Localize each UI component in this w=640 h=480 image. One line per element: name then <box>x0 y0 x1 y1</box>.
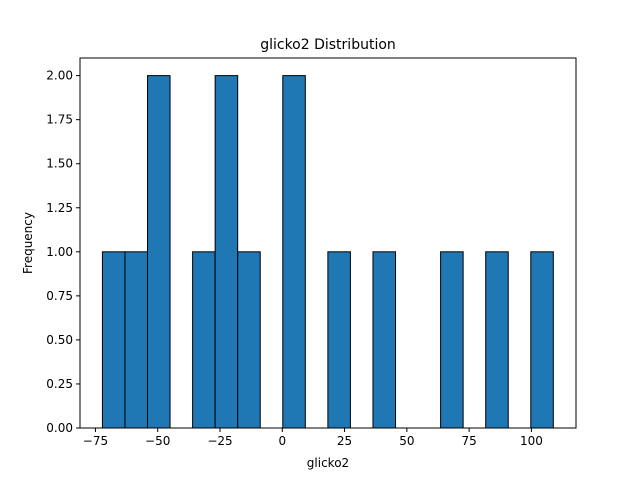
x-tick-label: 25 <box>337 434 352 448</box>
plot-frame <box>79 57 577 429</box>
histogram-bar <box>237 251 261 429</box>
histogram-bar <box>124 251 149 429</box>
histogram-bar <box>440 251 464 429</box>
histogram-bar <box>530 251 554 429</box>
x-axis-label: glicko2 <box>307 456 349 470</box>
x-tick-label: −25 <box>207 434 232 448</box>
histogram-bar <box>192 251 216 429</box>
y-tick-label: 1.50 <box>46 157 73 171</box>
histogram-bar <box>101 251 126 429</box>
y-tick-label: 0.00 <box>46 421 73 435</box>
x-tick-label: −75 <box>83 434 108 448</box>
histogram-bar <box>147 75 171 429</box>
y-tick-label: 0.50 <box>46 333 73 347</box>
histogram-bar <box>372 251 397 429</box>
histogram-bar <box>485 251 509 429</box>
y-tick-label: 0.75 <box>46 289 73 303</box>
x-axis: −75 −50 −25 0 25 50 75 100 <box>83 428 543 448</box>
y-tick-label: 1.75 <box>46 113 73 127</box>
bars-group <box>101 75 554 429</box>
histogram-bar <box>214 75 239 429</box>
x-tick-label: −50 <box>145 434 170 448</box>
y-tick-label: 0.25 <box>46 377 73 391</box>
y-tick-label: 2.00 <box>46 69 73 83</box>
histogram-bar <box>282 75 306 429</box>
x-tick-label: 75 <box>461 434 476 448</box>
x-tick-label: 50 <box>399 434 414 448</box>
chart-title: glicko2 Distribution <box>260 37 396 53</box>
y-tick-label: 1.25 <box>46 201 73 215</box>
y-axis-label: Frequency <box>21 212 35 274</box>
x-tick-label: 100 <box>520 434 543 448</box>
y-axis: 0.00 0.25 0.50 0.75 1.00 1.25 1.50 1.75 2.00 <box>46 69 80 435</box>
x-tick-label: 0 <box>278 434 286 448</box>
y-tick-label: 1.00 <box>46 245 73 259</box>
histogram-bar <box>327 251 351 429</box>
